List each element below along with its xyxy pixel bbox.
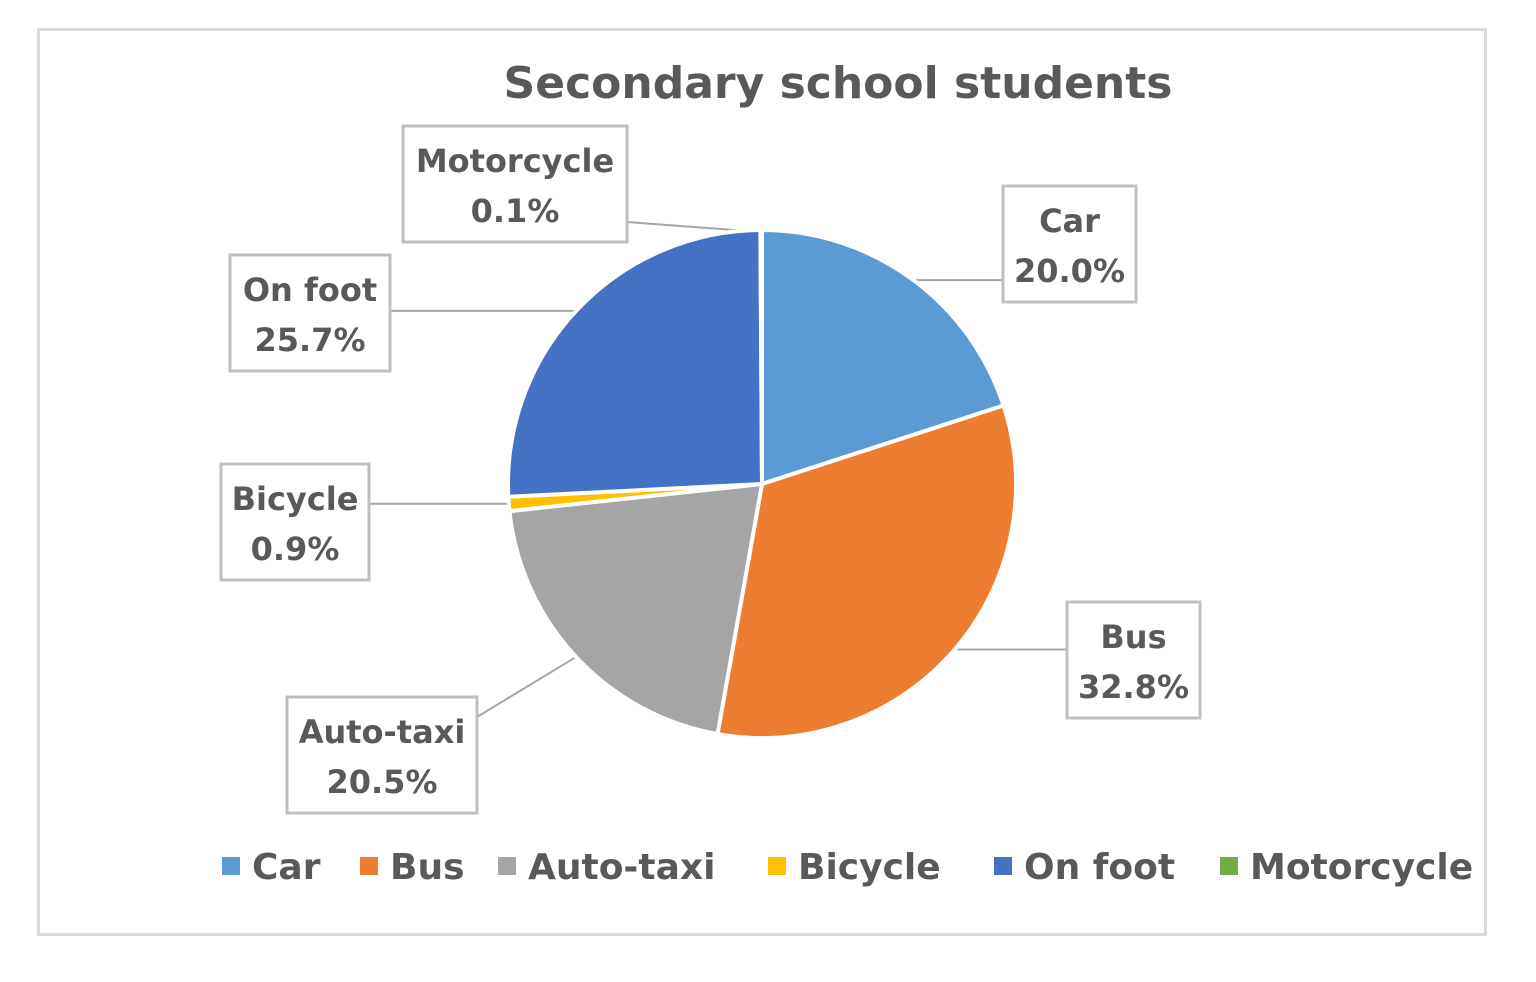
pie-slice-on-foot	[506, 228, 764, 499]
legend-label: Motorcycle	[1250, 847, 1473, 888]
legend-swatch	[360, 857, 378, 875]
legend-item-on-foot: On foot	[994, 847, 1175, 888]
data-label-auto-taxi: Auto-taxi 20.5%	[285, 695, 479, 815]
data-label-bus: Bus 32.8%	[1065, 600, 1202, 720]
leader-line-auto-taxi	[476, 655, 579, 718]
legend-label: On foot	[1024, 847, 1175, 888]
data-label-box	[219, 462, 371, 582]
legend: Car Bus Auto-taxi Bicycle On foot Motorcycle	[222, 847, 1473, 888]
pie-slice-bus	[715, 403, 1018, 740]
legend-swatch	[222, 857, 240, 875]
legend-item-auto-taxi: Auto-taxi	[498, 847, 715, 888]
data-label-category: Motorcycle	[416, 142, 614, 180]
pie-slice-auto-taxi	[507, 482, 764, 737]
data-label-category: On foot	[243, 271, 377, 309]
legend-label: Auto-taxi	[528, 847, 715, 888]
data-label-category: Bus	[1100, 618, 1166, 656]
data-label-value: 0.9%	[251, 530, 340, 568]
pie-slice-car	[760, 228, 1006, 486]
legend-swatch	[768, 857, 786, 875]
data-label-category: Car	[1039, 202, 1100, 240]
legend-item-car: Car	[222, 847, 321, 888]
data-label-value: 25.7%	[254, 321, 365, 359]
legend-item-bus: Bus	[360, 847, 465, 888]
leader-lines	[369, 221, 1067, 718]
legend-label: Bicycle	[798, 847, 941, 888]
legend-swatch	[1220, 857, 1238, 875]
legend-item-motorcycle: Motorcycle	[1220, 847, 1473, 888]
legend-item-bicycle: Bicycle	[768, 847, 941, 888]
legend-swatch	[994, 857, 1012, 875]
data-label-value: 0.1%	[471, 192, 560, 230]
data-label-box	[401, 124, 629, 244]
data-label-category: Auto-taxi	[299, 713, 466, 751]
pie-slices	[506, 227, 1018, 740]
data-label-bicycle: Bicycle 0.9%	[219, 462, 371, 582]
data-label-on-foot: On foot 25.7%	[228, 253, 392, 373]
data-label-value: 20.0%	[1014, 252, 1125, 290]
pie-slice-motorcycle	[758, 227, 764, 486]
data-label-value: 32.8%	[1078, 668, 1189, 706]
data-label-box	[228, 253, 392, 373]
legend-label: Car	[252, 847, 321, 888]
data-labels: Car 20.0% Bus 32.8% Auto-taxi 20.5% Bicycle 0.9…	[219, 124, 1202, 815]
chart-title: Secondary school students	[504, 58, 1173, 109]
legend-swatch	[498, 857, 516, 875]
data-label-value: 20.5%	[326, 763, 437, 801]
data-label-car: Car 20.0%	[1001, 184, 1138, 304]
data-label-motorcycle: Motorcycle 0.1%	[401, 124, 629, 244]
data-label-category: Bicycle	[232, 480, 359, 518]
data-label-box	[285, 695, 479, 815]
data-label-box	[1065, 600, 1202, 720]
data-label-box	[1001, 184, 1138, 304]
legend-label: Bus	[390, 847, 465, 888]
